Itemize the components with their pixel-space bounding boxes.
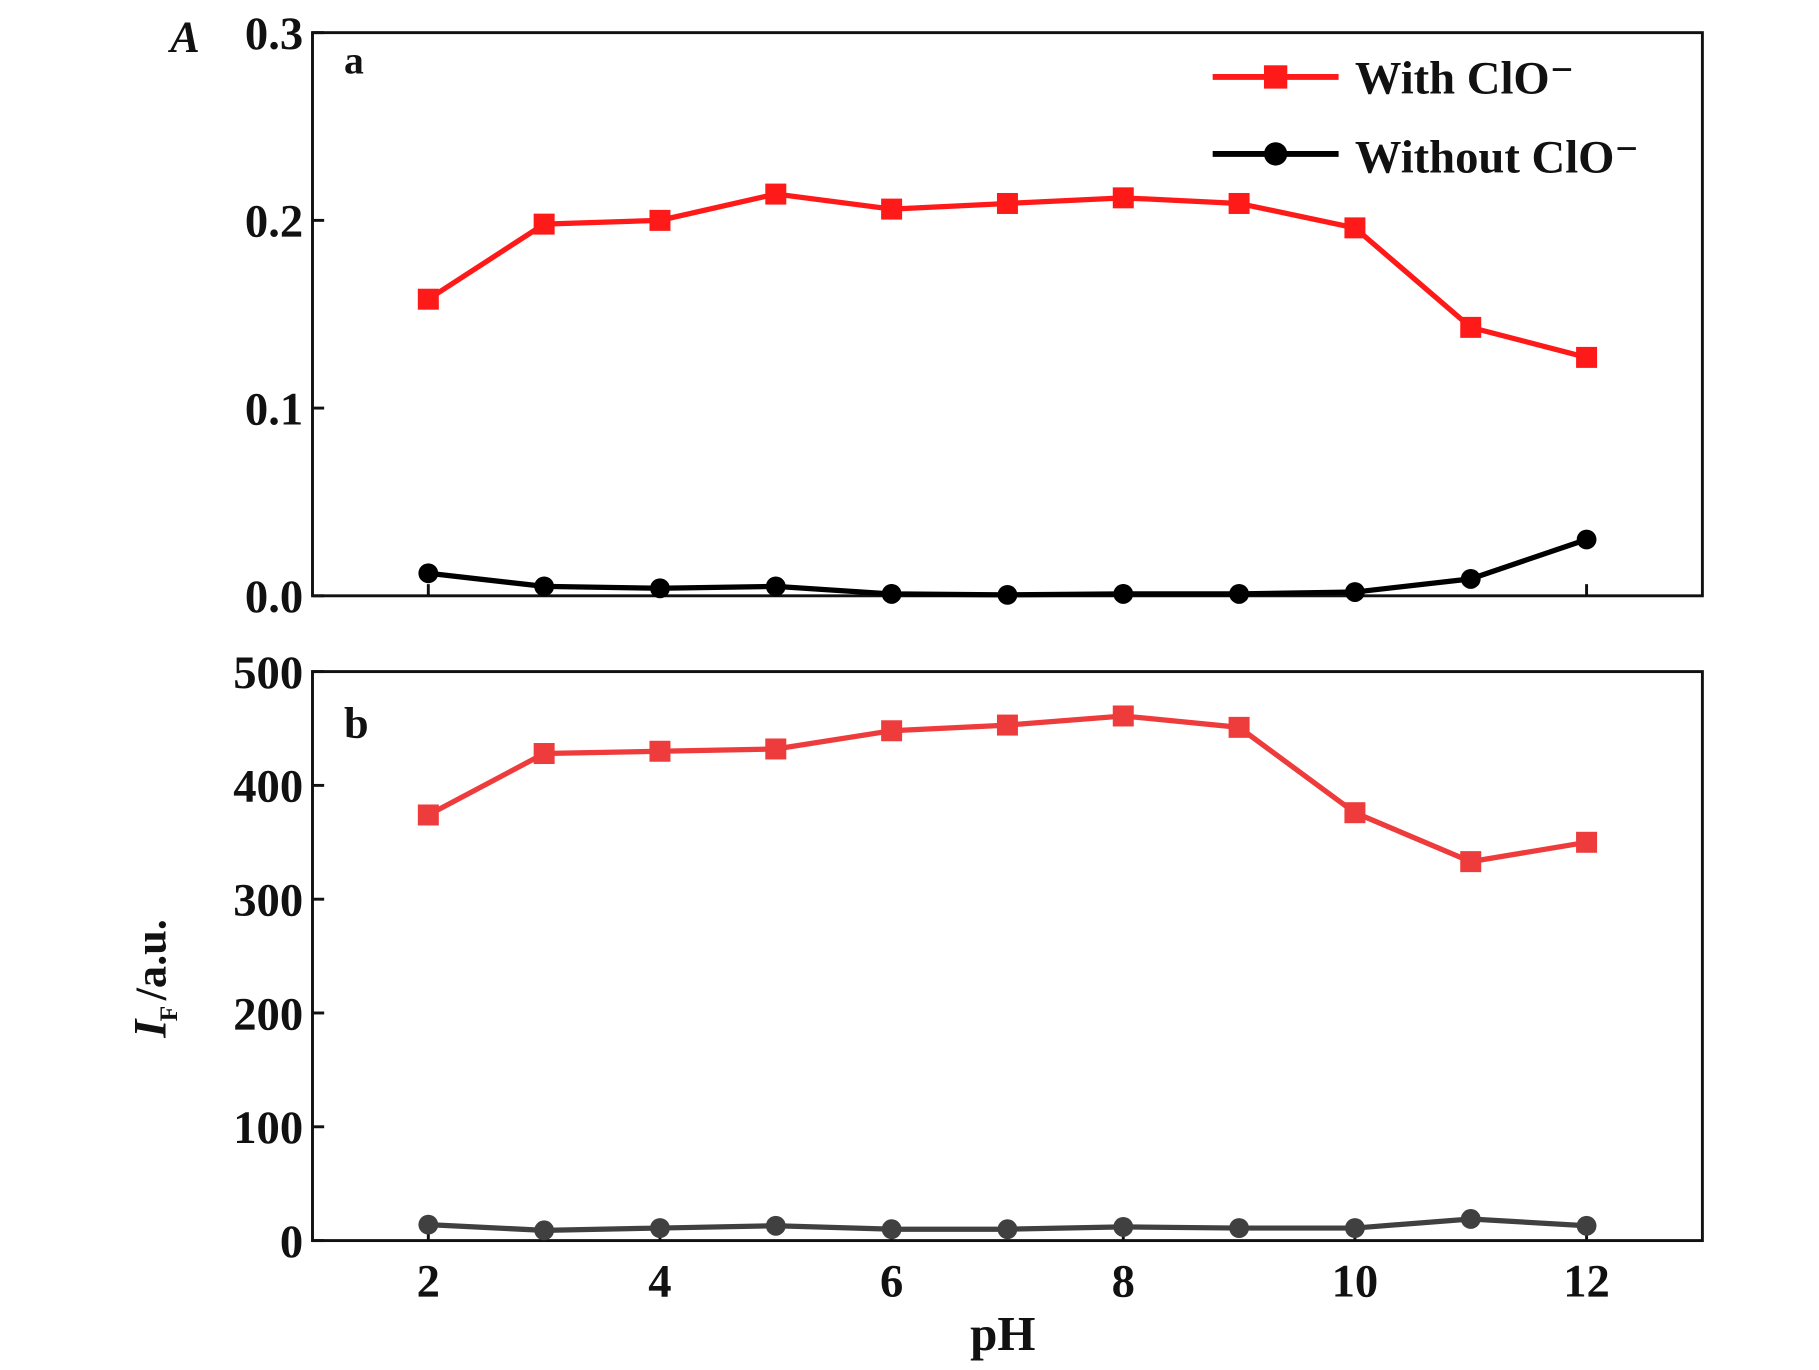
data-point — [1229, 584, 1250, 604]
data-point — [1344, 802, 1366, 824]
data-point — [881, 1219, 902, 1240]
legend-marker-without — [1263, 142, 1288, 166]
data-point — [1460, 1209, 1481, 1229]
data-point — [1460, 316, 1482, 338]
y-tick-label: 200 — [233, 988, 303, 1040]
data-point — [649, 209, 671, 231]
data-point — [1344, 217, 1366, 239]
data-point — [765, 183, 787, 205]
x-tick-label: 10 — [1332, 1256, 1379, 1308]
y-tick-label: 0.1 — [245, 383, 303, 435]
data-point — [1345, 582, 1365, 602]
legend-label-with: With ClO⁻ — [1355, 52, 1574, 104]
y-tick-label: 0.2 — [245, 196, 303, 248]
data-point — [1576, 529, 1597, 550]
data-point — [650, 578, 670, 599]
series-b-0 — [417, 705, 1598, 873]
data-point — [881, 584, 902, 604]
data-point — [1576, 1215, 1597, 1236]
y-tick-label: 300 — [233, 875, 303, 927]
y-tick-label: 400 — [233, 761, 303, 813]
data-point — [1576, 346, 1598, 368]
data-point — [417, 288, 439, 310]
x-tick-label: 4 — [648, 1256, 671, 1308]
y-label-symbol: I — [125, 1018, 177, 1039]
x-tick-label: 12 — [1563, 1256, 1610, 1308]
data-point — [1113, 1217, 1134, 1237]
data-point — [881, 198, 903, 220]
data-point — [996, 192, 1018, 214]
data-point — [997, 1219, 1018, 1240]
panel-b: b I F /a.u. 0 100 200 300 400 500 2 4 6 8 10 12 pH — [125, 647, 1704, 1361]
y-tick-label: 500 — [233, 647, 303, 699]
data-point — [1113, 584, 1134, 604]
plot-frame-b — [311, 670, 1704, 1243]
data-point — [418, 1214, 439, 1235]
legend: With ClO⁻ Without ClO⁻ — [1212, 52, 1639, 184]
data-point — [765, 738, 787, 760]
series-b-1 — [418, 1209, 1597, 1241]
panel-label-b: b — [344, 699, 369, 748]
panel-a: a A 0.0 0.1 0.2 0.3 With ClO⁻ Without ClO⁻ — [167, 8, 1704, 623]
data-point — [534, 1220, 555, 1241]
data-point — [997, 584, 1018, 605]
x-tick-label: 2 — [417, 1256, 440, 1308]
plot-frame-a — [311, 31, 1704, 598]
data-point — [765, 576, 786, 597]
y-tick-label: 100 — [233, 1102, 303, 1154]
data-point — [1576, 831, 1598, 853]
series-a-0 — [417, 183, 1598, 368]
data-point — [533, 743, 555, 765]
data-point — [1112, 705, 1134, 727]
y-axis-label-b: I F /a.u. — [125, 919, 184, 1039]
data-point — [649, 740, 671, 762]
data-point — [881, 720, 903, 742]
series-line — [426, 191, 1588, 360]
y-tick-label: 0.0 — [245, 571, 303, 623]
data-point — [1460, 568, 1481, 589]
data-point — [1229, 1218, 1250, 1238]
y-tick-label: 0.3 — [245, 8, 303, 60]
legend-marker-with — [1263, 65, 1288, 89]
series-line — [427, 713, 1588, 865]
data-point — [1228, 192, 1250, 214]
x-tick-label: 8 — [1112, 1256, 1135, 1308]
legend-label-without: Without ClO⁻ — [1355, 132, 1639, 184]
data-point — [418, 563, 439, 584]
data-point — [417, 804, 439, 826]
x-axis-label: pH — [970, 1306, 1035, 1361]
y-tick-label: 0 — [280, 1216, 303, 1268]
data-point — [1228, 716, 1250, 738]
panel-label-a: a — [344, 38, 364, 82]
data-point — [1345, 1218, 1365, 1238]
data-point — [1112, 187, 1134, 209]
y-label-subscript: F — [154, 1006, 183, 1022]
data-point — [650, 1218, 670, 1238]
data-point — [996, 714, 1018, 736]
data-point — [1460, 851, 1482, 873]
y-axis-label-a: A — [167, 12, 200, 61]
data-point — [534, 576, 555, 597]
x-tick-label: 6 — [880, 1256, 903, 1308]
y-label-unit: /a.u. — [127, 919, 176, 1001]
data-point — [533, 213, 555, 235]
series-a-1 — [418, 529, 1597, 605]
data-point — [765, 1215, 786, 1236]
